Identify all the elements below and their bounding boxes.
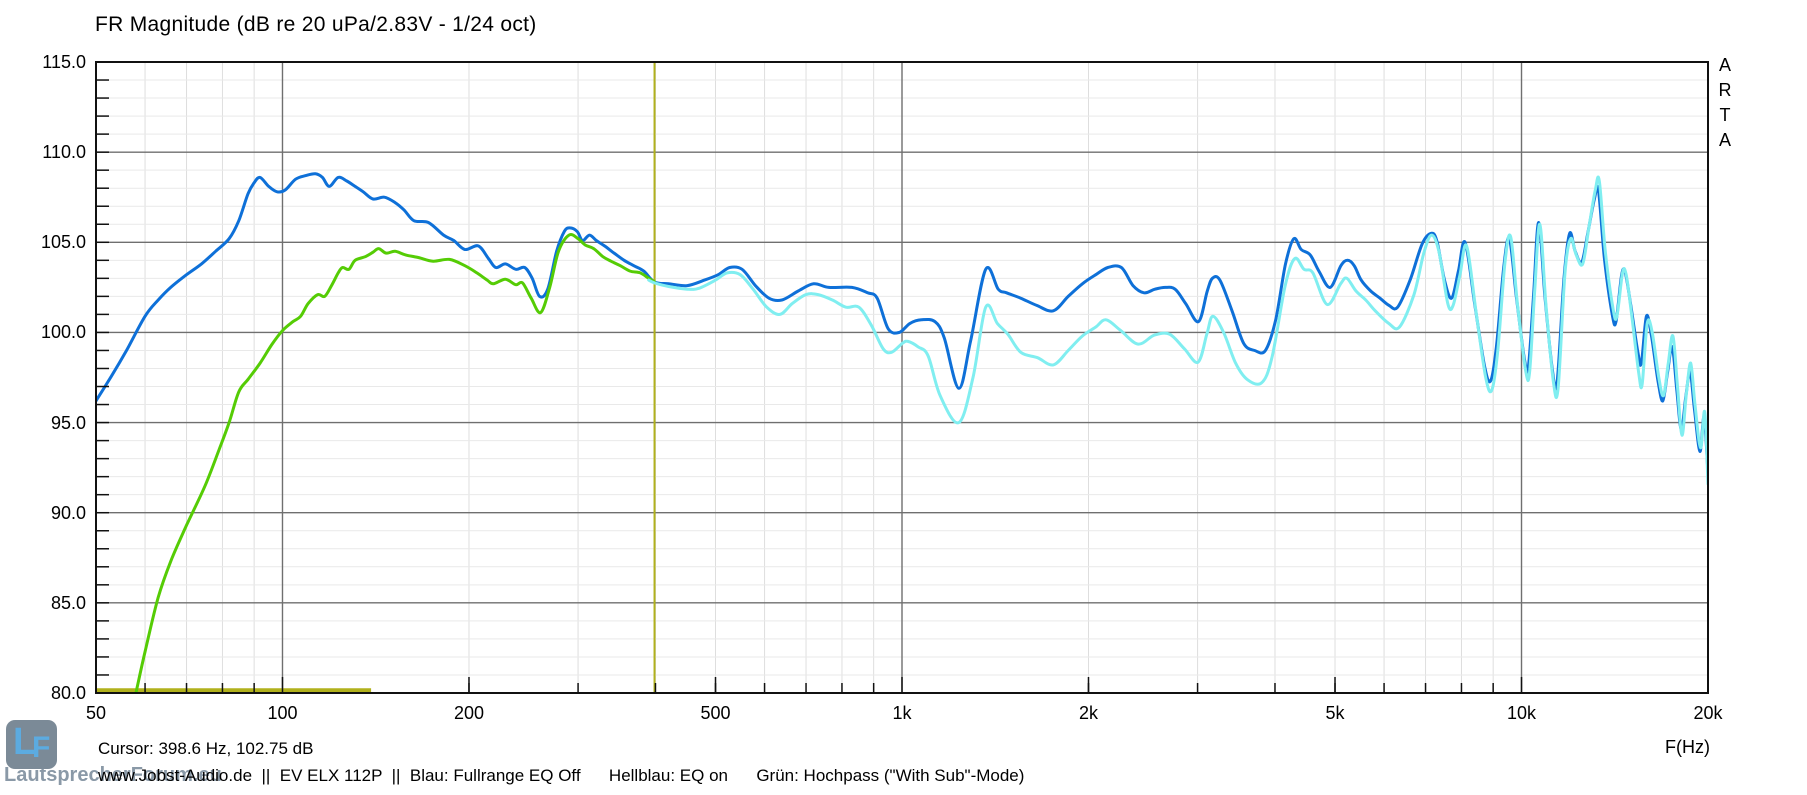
y-tick-label: 115.0	[42, 52, 86, 72]
x-tick-label: 5k	[1325, 703, 1345, 723]
x-tick-label: 20k	[1693, 703, 1723, 723]
grid-major	[96, 62, 1708, 693]
x-tick-label: 100	[267, 703, 298, 723]
y-tick-label: 105.0	[40, 232, 86, 253]
y-tick-label: 85.0	[50, 592, 86, 613]
curve-cyan	[647, 175, 1708, 486]
logo-letter-f: F	[32, 731, 51, 764]
chart-title: FR Magnitude (dB re 20 uPa/2.83V - 1/24 …	[95, 13, 537, 36]
y-tick-label: 110.0	[42, 142, 86, 163]
arta-brand-label: ARTA	[1715, 55, 1735, 155]
x-tick-label: 500	[700, 703, 731, 723]
x-tick-label: 200	[453, 703, 484, 723]
x-tick-label: 1k	[892, 703, 912, 723]
grid-minor-vertical	[144, 62, 1494, 693]
axis-ticks	[95, 79, 1709, 693]
lautsprecherforum-logo: L F	[6, 720, 57, 769]
logo-letter-l: L	[13, 721, 37, 763]
y-tick-label: 80.0	[50, 683, 86, 703]
x-axis-unit-label: F(Hz)	[1665, 737, 1710, 757]
y-tick-label: 90.0	[50, 502, 86, 523]
curve-green	[134, 233, 656, 693]
lautsprecherforum-watermark: LautsprecherForum.eu	[4, 764, 222, 786]
response-curves	[96, 172, 1708, 693]
y-tick-label: 95.0	[50, 412, 86, 433]
x-tick-label: 10k	[1506, 703, 1537, 723]
x-tick-label: 2k	[1078, 703, 1098, 723]
x-tick-label: 50	[85, 703, 107, 723]
y-tick-label: 100.0	[40, 322, 86, 343]
measurement-legend-line: www.Jobst-Audio.de || EV ELX 112P || Bla…	[98, 766, 1025, 785]
cursor-readout: Cursor: 398.6 Hz, 102.75 dB	[98, 739, 314, 758]
